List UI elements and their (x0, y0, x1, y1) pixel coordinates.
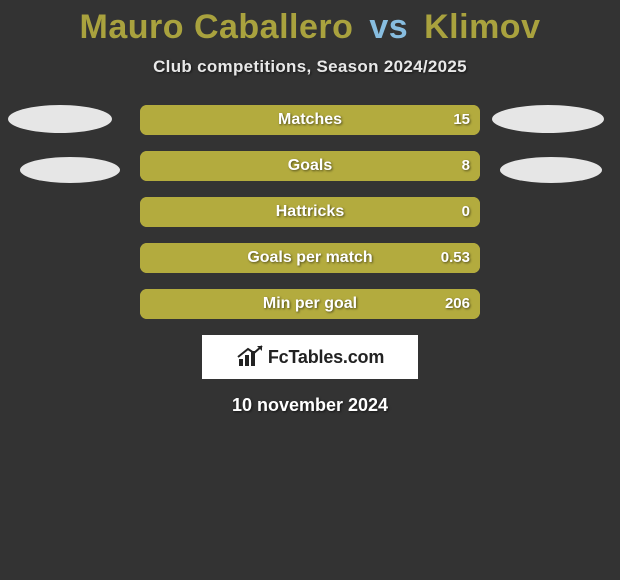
stat-row: Min per goal206 (0, 289, 620, 319)
brand-text: FcTables.com (264, 347, 384, 368)
report-date: 10 november 2024 (0, 395, 620, 416)
player2-name: Klimov (424, 8, 540, 46)
stat-row: Hattricks0 (0, 197, 620, 227)
player1-name: Mauro Caballero (80, 8, 354, 46)
stat-bar-fill (140, 151, 480, 181)
stat-bar-fill (140, 197, 480, 227)
stat-bar-fill (140, 289, 480, 319)
subtitle: Club competitions, Season 2024/2025 (0, 57, 620, 77)
vs-separator: vs (363, 8, 414, 46)
stat-row: Matches15 (0, 105, 620, 135)
brand-logo-box: FcTables.com (202, 335, 418, 379)
stat-row: Goals per match0.53 (0, 243, 620, 273)
stat-bar-fill (140, 105, 480, 135)
stats-chart: Matches15 Goals8 Hattricks0 Goals per match… (0, 105, 620, 319)
bar-chart-arrow-icon (236, 345, 264, 369)
comparison-title: Mauro Caballero vs Klimov (0, 0, 620, 47)
stat-bar-fill (140, 243, 480, 273)
stat-row: Goals8 (0, 151, 620, 181)
